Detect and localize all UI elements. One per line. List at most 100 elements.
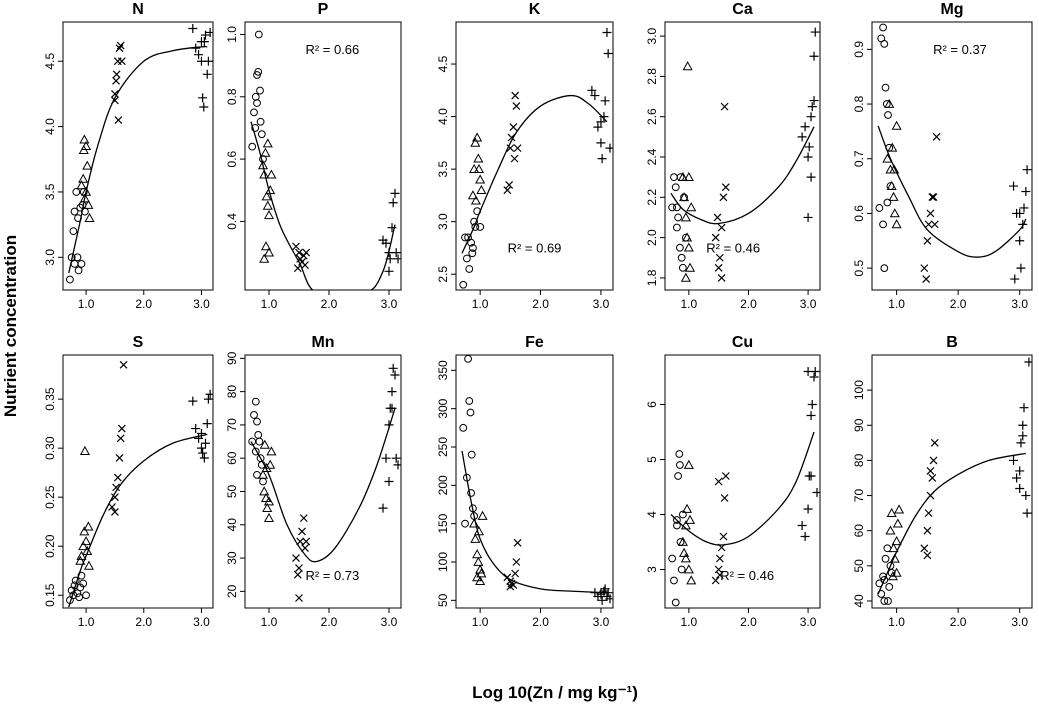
panel-title-mg: Mg — [940, 1, 963, 18]
plus-point — [393, 254, 401, 264]
circle-point — [674, 472, 683, 480]
circle-point — [73, 253, 82, 262]
triangle-point — [475, 564, 486, 574]
y-tick-label: 100 — [436, 552, 450, 572]
x-point — [299, 514, 308, 523]
circle-point — [673, 203, 681, 212]
triangle-point — [892, 518, 903, 528]
plus-point — [1015, 208, 1025, 218]
y-tick-label: 250 — [436, 437, 450, 457]
plus-point — [203, 56, 213, 66]
x-point — [115, 454, 124, 462]
triangle-point — [680, 212, 691, 222]
circle-point — [875, 204, 884, 212]
x-tick-label: 3.0 — [381, 615, 398, 629]
triangle-point — [470, 533, 481, 543]
fitted-curve-fe — [461, 450, 607, 594]
x-point — [711, 576, 720, 585]
panel-k: K 1.0 2.0 3.0 2.5 3.0 3.5 4.0 4.5 R² = 0.69 — [436, 1, 614, 311]
plus-point — [388, 363, 398, 373]
x-point — [292, 242, 300, 251]
circle-point — [674, 213, 683, 222]
circle-point — [254, 67, 263, 76]
y-tick-label: 1.8 — [645, 269, 659, 286]
plus-point — [391, 453, 401, 463]
plus-point — [593, 122, 603, 132]
circle-point — [469, 244, 477, 252]
triangle-point — [884, 98, 895, 108]
circle-point — [677, 565, 686, 574]
triangle-point — [469, 518, 480, 528]
circle-point — [468, 249, 477, 258]
circle-point — [467, 450, 476, 459]
y-tick-label: 80 — [852, 453, 866, 467]
panel-title-n: N — [132, 1, 144, 18]
plus-point — [803, 367, 813, 376]
panel-b: B 1.0 2.0 3.0 40 50 60 70 80 90 100 — [852, 334, 1033, 629]
plus-point — [809, 372, 819, 382]
x-point — [115, 44, 124, 53]
y-tick-label: 4.5 — [436, 55, 450, 72]
panel-cu: Cu 1.0 2.0 3.0 3 4 5 6 R² = 0.46 — [645, 334, 821, 629]
plus-point — [388, 198, 398, 208]
triangle-point — [76, 550, 87, 560]
circle-point — [255, 437, 264, 446]
panel-frame-cu — [664, 354, 821, 609]
x-point — [715, 253, 724, 262]
circle-point — [74, 266, 83, 275]
y-tick-label: 70 — [852, 489, 866, 503]
r-squared-label-k: R² = 0.69 — [508, 240, 562, 255]
circle-point — [459, 280, 468, 289]
plus-point — [201, 438, 210, 448]
x-point — [929, 193, 938, 201]
triangle-point — [79, 193, 90, 203]
fitted-curve-p — [250, 121, 396, 290]
circle-point — [880, 597, 889, 605]
x-point — [509, 123, 518, 132]
plot-area-cu — [668, 367, 820, 607]
x-point — [920, 264, 929, 273]
circle-point — [877, 590, 886, 598]
circle-point — [673, 223, 681, 232]
y-tick-label: 3.5 — [43, 183, 57, 200]
triangle-point — [680, 520, 691, 530]
circle-point — [253, 99, 261, 107]
panel-frame-n — [62, 21, 214, 291]
triangle-point — [473, 556, 484, 566]
triangle-point — [891, 120, 902, 130]
x-point — [301, 544, 309, 553]
plus-point — [597, 154, 607, 164]
x-point — [924, 509, 933, 518]
triangle-point — [263, 512, 275, 522]
r-squared-label-cu: R² = 0.46 — [720, 568, 774, 583]
y-tick-label: 0.7 — [852, 150, 866, 167]
x-point — [720, 494, 729, 502]
panel-n: N 1.0 2.0 3.0 3.0 3.5 4.0 4.5 — [43, 1, 214, 311]
y-tick-label: 1.0 — [225, 26, 239, 43]
circle-point — [884, 111, 892, 119]
r-squared-label-mg: R² = 0.37 — [933, 42, 987, 57]
x-point — [920, 544, 929, 553]
plot-area-mn — [248, 363, 401, 602]
r-squared-label-ca: R² = 0.46 — [706, 240, 760, 255]
plus-point — [1015, 466, 1025, 476]
x-point — [513, 144, 522, 153]
triangle-point — [259, 439, 270, 449]
plus-point — [605, 143, 613, 153]
y-tick-label: 200 — [436, 475, 450, 495]
x-tick-label: 2.0 — [950, 297, 967, 311]
x-point — [932, 132, 941, 141]
triangle-point — [886, 180, 897, 190]
plus-point — [797, 132, 807, 142]
panel-frame-mn — [244, 354, 402, 609]
x-point — [117, 424, 126, 433]
x-point — [926, 467, 935, 475]
triangle-point — [83, 521, 94, 531]
y-tick-label: 4.5 — [43, 53, 57, 70]
triangle-point — [686, 202, 697, 212]
plus-point — [1015, 484, 1025, 494]
triangle-point — [265, 459, 276, 469]
circle-point — [887, 568, 896, 577]
plus-point — [387, 223, 397, 233]
